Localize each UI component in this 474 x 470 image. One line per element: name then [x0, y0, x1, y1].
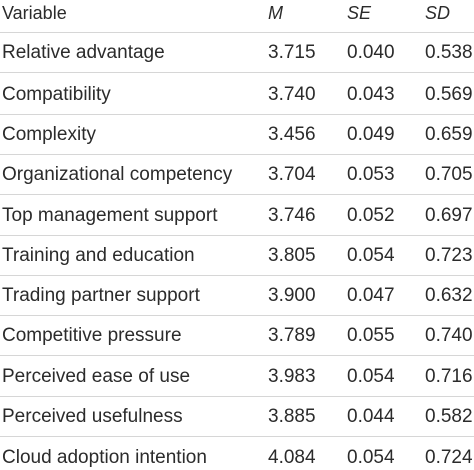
- row-se: 0.053: [347, 164, 395, 185]
- row-se: 0.043: [347, 84, 395, 105]
- row-sd: 0.740: [425, 325, 473, 346]
- table-row: Perceived ease of use 3.983 0.054 0.716: [0, 357, 474, 397]
- row-se: 0.049: [347, 124, 395, 145]
- row-variable: Relative advantage: [2, 42, 165, 63]
- row-mean: 3.746: [268, 205, 316, 226]
- row-variable: Perceived usefulness: [2, 406, 183, 427]
- row-variable: Organizational competency: [2, 164, 233, 185]
- row-divider: [0, 194, 474, 195]
- table-row: Perceived usefulness 3.885 0.044 0.582: [0, 397, 474, 437]
- header-divider: [0, 32, 474, 33]
- row-variable: Complexity: [2, 124, 96, 145]
- row-sd: 0.632: [425, 285, 473, 306]
- row-sd: 0.659: [425, 124, 473, 145]
- row-divider: [0, 396, 474, 397]
- row-se: 0.040: [347, 42, 395, 63]
- row-variable: Competitive pressure: [2, 325, 182, 346]
- row-se: 0.055: [347, 325, 395, 346]
- row-divider: [0, 275, 474, 276]
- table-row: Compatibility 3.740 0.043 0.569: [0, 75, 474, 115]
- row-divider: [0, 355, 474, 356]
- row-divider: [0, 235, 474, 236]
- row-mean: 3.456: [268, 124, 316, 145]
- header-variable: Variable: [2, 3, 67, 23]
- row-se: 0.054: [347, 447, 395, 468]
- header-mean: M: [268, 3, 283, 23]
- row-sd: 0.569: [425, 84, 473, 105]
- row-se: 0.047: [347, 285, 395, 306]
- row-sd: 0.697: [425, 205, 473, 226]
- row-variable: Training and education: [2, 245, 195, 266]
- row-sd: 0.723: [425, 245, 473, 266]
- row-mean: 4.084: [268, 447, 316, 468]
- row-mean: 3.885: [268, 406, 316, 427]
- row-se: 0.054: [347, 245, 395, 266]
- row-mean: 3.983: [268, 366, 316, 387]
- table-row: Complexity 3.456 0.049 0.659: [0, 115, 474, 155]
- row-variable: Cloud adoption intention: [2, 447, 207, 468]
- row-se: 0.054: [347, 366, 395, 387]
- row-divider: [0, 114, 474, 115]
- row-sd: 0.705: [425, 164, 473, 185]
- table-row: Top management support 3.746 0.052 0.697: [0, 196, 474, 236]
- row-divider: [0, 154, 474, 155]
- row-mean: 3.789: [268, 325, 316, 346]
- table-row: Cloud adoption intention 4.084 0.054 0.7…: [0, 438, 474, 470]
- row-divider: [0, 436, 474, 437]
- header-standard-deviation: SD: [425, 3, 451, 23]
- table-row: Training and education 3.805 0.054 0.723: [0, 236, 474, 276]
- row-mean: 3.715: [268, 42, 316, 63]
- row-variable: Top management support: [2, 205, 218, 226]
- row-sd: 0.582: [425, 406, 473, 427]
- table-header-row: Variable M SE SD: [0, 0, 474, 33]
- row-mean: 3.900: [268, 285, 316, 306]
- row-divider: [0, 315, 474, 316]
- row-sd: 0.724: [425, 447, 473, 468]
- row-mean: 3.704: [268, 164, 316, 185]
- row-mean: 3.805: [268, 245, 316, 266]
- table-row: Competitive pressure 3.789 0.055 0.740: [0, 316, 474, 356]
- row-variable: Trading partner support: [2, 285, 200, 306]
- row-variable: Perceived ease of use: [2, 366, 191, 387]
- row-variable: Compatibility: [2, 84, 111, 105]
- row-se: 0.044: [347, 406, 395, 427]
- table-row: Trading partner support 3.900 0.047 0.63…: [0, 276, 474, 316]
- table-row: Organizational competency 3.704 0.053 0.…: [0, 155, 474, 195]
- row-sd: 0.538: [425, 42, 473, 63]
- row-sd: 0.716: [425, 366, 473, 387]
- header-standard-error: SE: [347, 3, 372, 23]
- row-mean: 3.740: [268, 84, 316, 105]
- table-row: Relative advantage 3.715 0.040 0.538: [0, 33, 474, 73]
- row-divider: [0, 72, 474, 73]
- row-se: 0.052: [347, 205, 395, 226]
